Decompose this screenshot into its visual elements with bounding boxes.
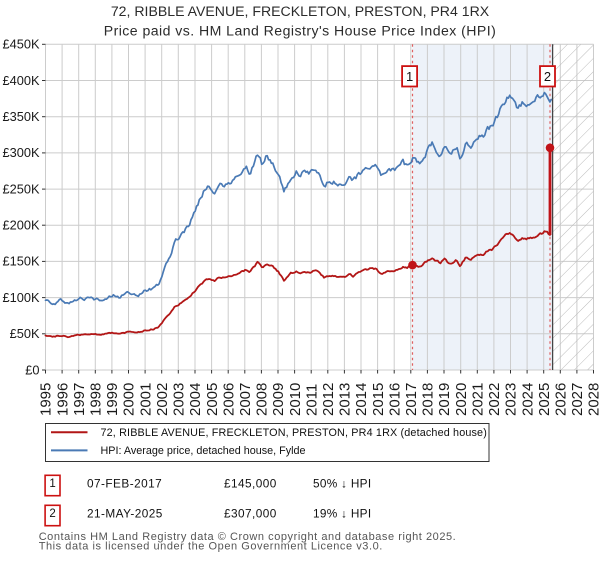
svg-text:2026: 2026 <box>553 383 570 416</box>
svg-text:2028: 2028 <box>586 383 600 416</box>
svg-text:Price paid vs. HM Land Registr: Price paid vs. HM Land Registry's House … <box>104 23 497 39</box>
svg-text:£400K: £400K <box>2 73 39 88</box>
svg-text:£307,000: £307,000 <box>224 507 277 521</box>
svg-text:1996: 1996 <box>54 383 71 416</box>
svg-text:£50K: £50K <box>10 326 40 341</box>
svg-text:1999: 1999 <box>104 383 121 416</box>
svg-text:2002: 2002 <box>154 383 171 416</box>
svg-text:2008: 2008 <box>254 383 271 416</box>
svg-text:£450K: £450K <box>2 37 39 52</box>
svg-text:£250K: £250K <box>2 181 39 196</box>
svg-text:2004: 2004 <box>187 383 204 416</box>
svg-text:1: 1 <box>406 69 413 84</box>
svg-text:2001: 2001 <box>137 383 154 416</box>
svg-text:2021: 2021 <box>470 383 487 416</box>
svg-text:21-MAY-2025: 21-MAY-2025 <box>87 507 163 521</box>
svg-text:£200K: £200K <box>2 218 39 233</box>
svg-text:2011: 2011 <box>303 384 320 416</box>
svg-text:2018: 2018 <box>420 383 437 416</box>
svg-text:2: 2 <box>49 508 55 520</box>
svg-text:2: 2 <box>544 69 551 84</box>
svg-text:2003: 2003 <box>171 383 188 416</box>
svg-text:1: 1 <box>49 478 55 490</box>
svg-text:£300K: £300K <box>2 145 39 160</box>
svg-text:2027: 2027 <box>569 383 586 416</box>
svg-text:£150K: £150K <box>2 254 39 269</box>
svg-text:2006: 2006 <box>220 383 237 416</box>
svg-text:£145,000: £145,000 <box>224 477 277 491</box>
svg-text:2014: 2014 <box>353 383 370 416</box>
svg-text:1997: 1997 <box>71 383 88 416</box>
svg-text:Contains HM Land Registry data: Contains HM Land Registry data © Crown c… <box>39 531 457 543</box>
svg-text:2020: 2020 <box>453 383 470 416</box>
svg-text:2019: 2019 <box>436 383 453 416</box>
svg-text:2015: 2015 <box>370 383 387 416</box>
svg-text:This data is licensed under th: This data is licensed under the Open Gov… <box>39 541 383 553</box>
svg-text:50% ↓ HPI: 50% ↓ HPI <box>313 477 371 491</box>
svg-text:2017: 2017 <box>403 383 420 416</box>
svg-text:72, RIBBLE AVENUE, FRECKLETON,: 72, RIBBLE AVENUE, FRECKLETON, PRESTON, … <box>111 3 490 19</box>
svg-text:2024: 2024 <box>519 383 536 416</box>
svg-text:2013: 2013 <box>337 383 354 416</box>
svg-text:£0: £0 <box>25 362 39 377</box>
svg-text:2009: 2009 <box>270 383 287 416</box>
svg-text:72, RIBBLE AVENUE, FRECKLETON,: 72, RIBBLE AVENUE, FRECKLETON, PRESTON, … <box>101 427 487 439</box>
svg-text:2007: 2007 <box>237 383 254 416</box>
svg-text:2010: 2010 <box>287 383 304 416</box>
svg-text:2023: 2023 <box>503 383 520 416</box>
svg-text:HPI: Average price, detached h: HPI: Average price, detached house, Fyld… <box>101 445 306 457</box>
svg-text:2000: 2000 <box>121 383 138 416</box>
svg-text:2012: 2012 <box>320 383 337 416</box>
svg-text:19% ↓ HPI: 19% ↓ HPI <box>313 507 371 521</box>
svg-text:1998: 1998 <box>88 383 105 416</box>
svg-text:2005: 2005 <box>204 383 221 416</box>
svg-text:1995: 1995 <box>38 383 55 416</box>
svg-text:2025: 2025 <box>536 383 553 416</box>
svg-text:2016: 2016 <box>386 383 403 416</box>
svg-text:£350K: £350K <box>2 109 39 124</box>
svg-text:£100K: £100K <box>2 290 39 305</box>
svg-text:07-FEB-2017: 07-FEB-2017 <box>87 477 162 491</box>
svg-text:2022: 2022 <box>486 383 503 416</box>
